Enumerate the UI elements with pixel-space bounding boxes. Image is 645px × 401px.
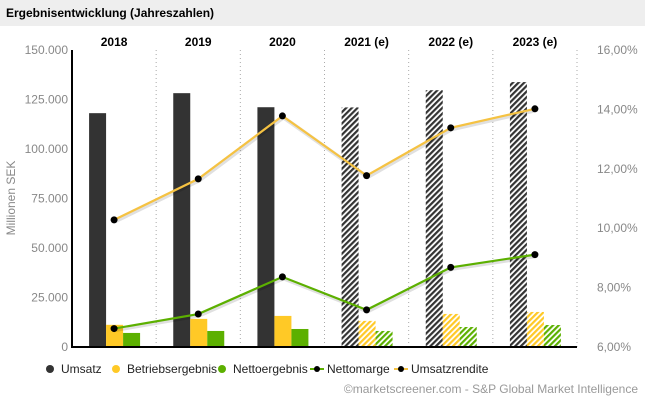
y-tick-label: 150.000 [25, 43, 69, 57]
legend-marker-betriebsergebnis [112, 365, 120, 373]
legend-label: Umsatz [61, 362, 102, 376]
category-label: 2021 (e) [344, 35, 389, 49]
legend-marker-nettoergebnis [218, 365, 226, 373]
point-umsatzrendite [447, 124, 455, 132]
point-nettomarge [110, 325, 118, 333]
y2-tick-label: 10,00% [597, 221, 638, 235]
category-label: 2023 (e) [513, 35, 558, 49]
legend-marker-nettomarge [314, 366, 320, 372]
bar-betriebsergebnis [358, 320, 376, 347]
bar-nettoergebnis [543, 325, 561, 347]
bar-umsatz [89, 113, 107, 347]
bar-betriebsergebnis [106, 324, 124, 347]
point-umsatzrendite [531, 105, 539, 113]
y-tick-label: 75.000 [31, 192, 68, 206]
y-tick-label: 25.000 [31, 291, 68, 305]
point-nettomarge [278, 273, 286, 281]
point-nettomarge [447, 263, 455, 271]
y-tick-label: 125.000 [25, 93, 69, 107]
legend-marker-umsatz [46, 365, 54, 373]
y2-tick-label: 8,00% [597, 281, 631, 295]
line-nettomarge [113, 253, 536, 330]
point-umsatzrendite [110, 216, 118, 224]
bar-betriebsergebnis [190, 318, 208, 347]
category-label: 2018 [101, 35, 128, 49]
bar-betriebsergebnis [526, 311, 544, 347]
point-umsatzrendite [194, 175, 202, 183]
bar-betriebsergebnis [442, 313, 460, 347]
legend-label: Betriebsergebnis [127, 362, 217, 376]
bar-umsatz [509, 82, 527, 348]
line-umsatzrendite [113, 107, 536, 221]
y-tick-label: 100.000 [25, 142, 69, 156]
y-tick-label: 50.000 [31, 241, 68, 255]
bar-umsatz [425, 90, 443, 347]
chart-title: Ergebnisentwicklung (Jahreszahlen) [6, 6, 215, 20]
title-bar: Ergebnisentwicklung (Jahreszahlen) [0, 0, 645, 26]
y2-tick-label: 12,00% [597, 162, 638, 176]
bar-nettoergebnis [375, 330, 393, 347]
bar-nettoergebnis [291, 328, 309, 347]
y2-tick-label: 6,00% [597, 340, 631, 354]
legend-label: Nettomarge [327, 362, 390, 376]
category-label: 2019 [185, 35, 212, 49]
bar-nettoergebnis [123, 332, 141, 347]
legend-label: Nettoergebnis [233, 362, 308, 376]
point-umsatzrendite [363, 172, 371, 180]
category-label: 2022 (e) [428, 35, 473, 49]
bar-betriebsergebnis [274, 315, 292, 347]
bar-nettoergebnis [207, 330, 225, 347]
point-nettomarge [363, 306, 371, 314]
bar-nettoergebnis [459, 327, 477, 347]
bar-umsatz [173, 93, 191, 347]
bar-umsatz [341, 107, 359, 347]
point-nettomarge [531, 251, 539, 259]
legend-marker-umsatzrendite [398, 366, 404, 372]
category-label: 2020 [269, 35, 296, 49]
y2-tick-label: 16,00% [597, 43, 638, 57]
point-nettomarge [194, 310, 202, 318]
y2-tick-label: 14,00% [597, 102, 638, 116]
bar-umsatz [257, 107, 275, 347]
y-tick-label: 0 [61, 340, 68, 354]
legend-label: Umsatzrendite [411, 362, 489, 376]
y-axis-title: Millionen SEK [4, 161, 18, 236]
source-credit: ©marketscreener.com - S&P Global Market … [344, 382, 638, 396]
point-umsatzrendite [278, 112, 286, 120]
